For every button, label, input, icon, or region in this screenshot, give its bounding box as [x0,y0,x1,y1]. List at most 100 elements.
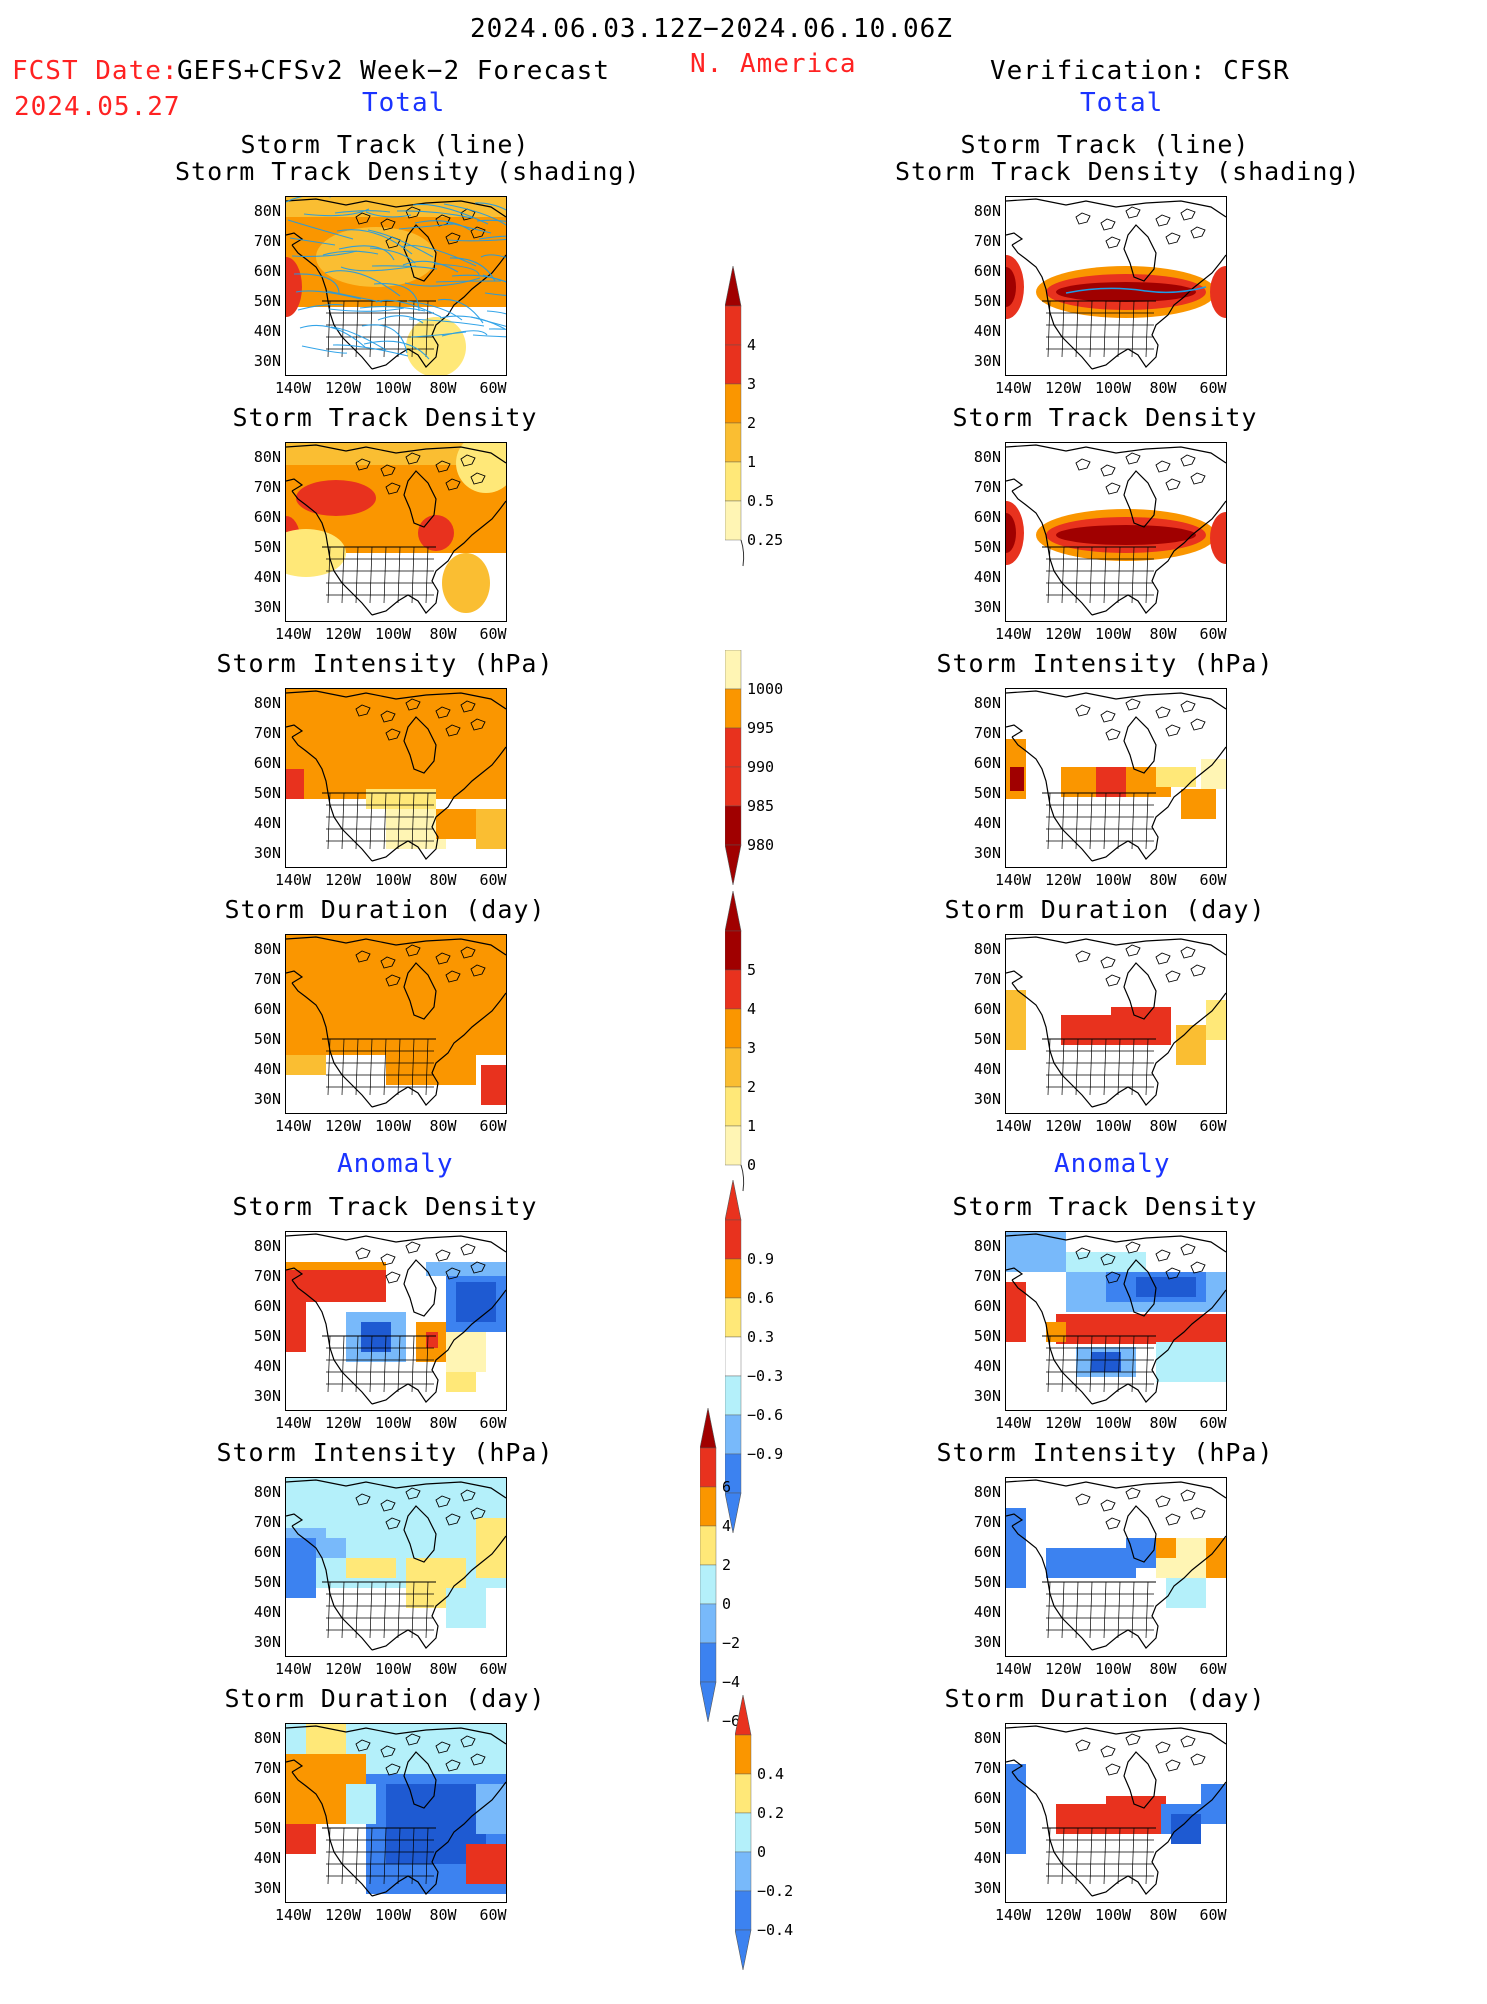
lon-tick-label: 100W [374,871,412,889]
map-l-duration [285,934,507,1114]
lon-tick-label: 60W [1199,1660,1227,1678]
colorbar-tick-label: 0 [747,1156,757,1174]
lat-tick-label: 50N [973,784,1001,802]
lat-tick-label: 30N [973,352,1001,370]
map-l-anom-intensity [285,1477,507,1657]
lat-tick-label: 30N [973,1387,1001,1405]
r-duration-title: Storm Duration (day) [944,895,1266,924]
date-range-title: 2024.06.03.12Z−2024.06.10.06Z [470,14,953,44]
lat-tick-label: 30N [253,844,281,862]
lat-tick-label: 40N [973,1603,1001,1621]
lat-tick-label: 50N [253,1030,281,1048]
lat-tick-label: 80N [973,202,1001,220]
colorbar-tick-label: 3 [747,375,757,393]
lon-tick-label: 120W [324,379,362,397]
colorbar-tick-label: 4 [747,1000,757,1018]
lon-tick-label: 140W [274,625,312,643]
lon-tick-label: 80W [429,625,457,643]
colorbar-tick-label: 0 [722,1595,732,1613]
lon-tick-label: 80W [429,871,457,889]
lat-tick-label: 70N [253,724,281,742]
lon-tick-label: 80W [429,379,457,397]
colorbar-intensity-anom: 6 4 2 0 −2 −4 −6 [699,1407,760,1756]
right-anomaly-label: Anomaly [1054,1149,1171,1179]
lat-tick-label: 60N [253,1543,281,1561]
lon-tick-label: 120W [1044,1660,1082,1678]
lon-tick-label: 140W [994,625,1032,643]
colorbar-tick-label: 4 [747,336,757,354]
lon-tick-label: 120W [1044,379,1082,397]
lat-tick-label: 70N [973,478,1001,496]
lon-tick-label: 140W [274,1906,312,1924]
l-intensity-title: Storm Intensity (hPa) [216,649,554,678]
lon-tick-label: 120W [324,625,362,643]
lon-tick-label: 120W [1044,1414,1082,1432]
lat-tick-label: 80N [253,202,281,220]
lon-tick-label: 80W [429,1117,457,1135]
lon-tick-label: 140W [994,1414,1032,1432]
lat-tick-label: 60N [973,1000,1001,1018]
lon-tick-label: 60W [1199,1117,1227,1135]
colorbar-tick-label: 1000 [747,680,784,698]
lon-tick-label: 60W [479,1414,507,1432]
lat-tick-label: 30N [253,1879,281,1897]
map-l-track [285,196,507,376]
l-track-shading-title: Storm Track Density (shading) [175,157,641,186]
r-track-line-title: Storm Track (line) [960,130,1250,159]
lon-tick-label: 140W [274,1117,312,1135]
lat-tick-label: 50N [973,1327,1001,1345]
colorbar-tick-label: 995 [747,719,775,737]
r-intensity-title: Storm Intensity (hPa) [936,649,1274,678]
lat-tick-label: 50N [973,1573,1001,1591]
lat-tick-label: 40N [253,1603,281,1621]
lat-tick-label: 40N [973,1849,1001,1867]
colorbar-tick-label: 0.3 [747,1328,775,1346]
lat-tick-label: 30N [973,1879,1001,1897]
lon-tick-label: 80W [429,1660,457,1678]
region-label: N. America [690,49,857,79]
lat-tick-label: 70N [253,232,281,250]
map-l-intensity [285,688,507,868]
left-anomaly-label: Anomaly [337,1149,454,1179]
lat-tick-label: 70N [973,970,1001,988]
colorbar-tick-label: 985 [747,797,775,815]
lat-tick-label: 80N [253,1237,281,1255]
l-anom-intensity-title: Storm Intensity (hPa) [216,1438,554,1467]
lat-tick-label: 50N [253,1327,281,1345]
r-anom-intensity-title: Storm Intensity (hPa) [936,1438,1274,1467]
lon-tick-label: 100W [374,1660,412,1678]
lat-tick-label: 80N [973,940,1001,958]
lat-tick-label: 60N [253,262,281,280]
lon-tick-label: 100W [374,1414,412,1432]
lon-tick-label: 100W [374,625,412,643]
lat-tick-label: 40N [973,1060,1001,1078]
lat-tick-label: 80N [253,940,281,958]
lat-tick-label: 50N [253,1573,281,1591]
lat-tick-label: 70N [253,478,281,496]
lat-tick-label: 70N [253,1267,281,1285]
colorbar-tick-label: 0.9 [747,1250,775,1268]
colorbar-tick-label: 0.5 [747,492,775,510]
lat-tick-label: 80N [973,694,1001,712]
lat-tick-label: 60N [253,754,281,772]
lat-tick-label: 60N [973,1297,1001,1315]
colorbar-tick-label: 0.25 [747,531,784,549]
colorbar-tick-label: −2 [722,1634,741,1652]
lat-tick-label: 30N [973,1633,1001,1651]
lon-tick-label: 120W [324,1117,362,1135]
lat-tick-label: 60N [973,754,1001,772]
map-r-anom-duration [1005,1723,1227,1903]
lon-tick-label: 100W [1094,1660,1132,1678]
lon-tick-label: 60W [1199,871,1227,889]
colorbar-intensity-total: 1000 995 990 985 980 [724,627,785,919]
lon-tick-label: 80W [1149,1906,1177,1924]
lon-tick-label: 100W [374,379,412,397]
colorbar-tick-label: 1 [747,1117,757,1135]
lat-tick-label: 40N [973,1357,1001,1375]
lat-tick-label: 70N [973,232,1001,250]
l-track-line-title: Storm Track (line) [240,130,530,159]
lon-tick-label: 140W [994,379,1032,397]
colorbar-tick-label: 980 [747,836,775,854]
lat-tick-label: 50N [253,538,281,556]
colorbar-tick-label: 2 [722,1556,732,1574]
